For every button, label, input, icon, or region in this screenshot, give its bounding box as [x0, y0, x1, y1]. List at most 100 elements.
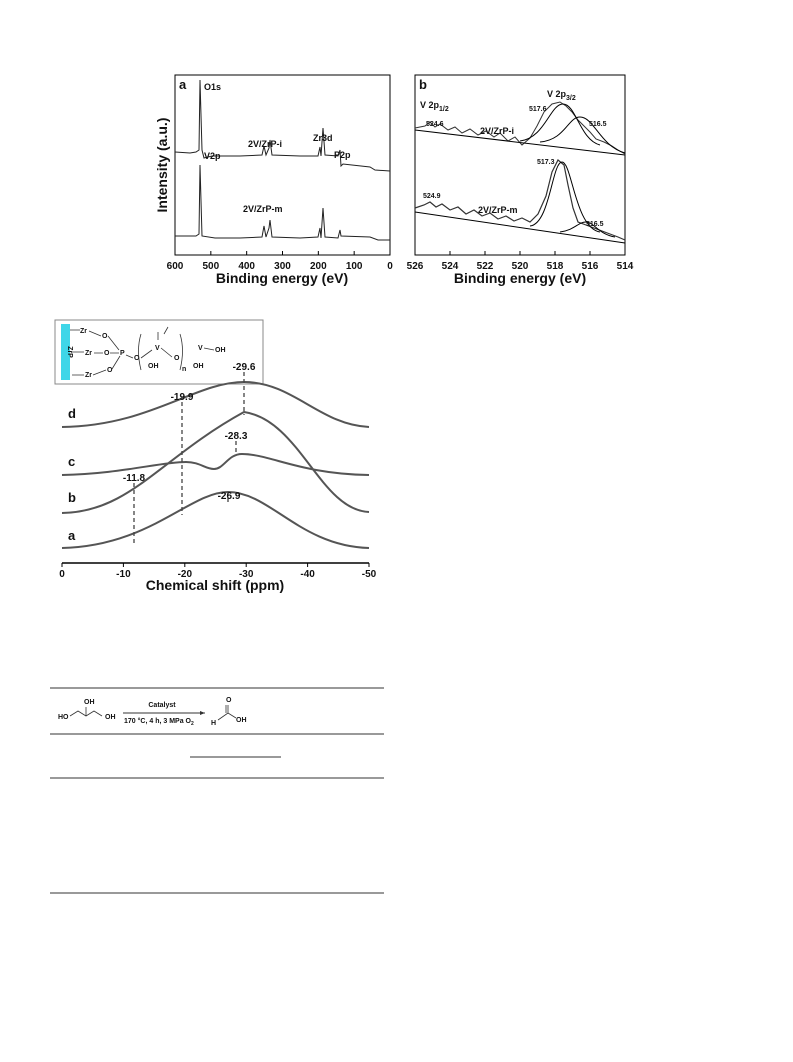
x-tick-label: -40 — [300, 569, 315, 580]
plot-frame — [174, 74, 391, 256]
nmr-curve — [61, 410, 370, 514]
spectrum-line — [414, 101, 626, 155]
peak-label: -19.9 — [171, 392, 194, 403]
x-axis-title: Binding energy (eV) — [454, 270, 586, 286]
scheme-text: OH — [84, 699, 95, 706]
xps-v2p-panel: b Binding energy (eV) V 2p1/2 V 2p3/2 52… — [407, 74, 634, 286]
x-tick-label: 400 — [238, 261, 255, 272]
peak-label: 517.3 — [537, 159, 555, 166]
peak-label: -29.6 — [233, 362, 256, 373]
scheme-text: OH — [236, 717, 247, 724]
x-tick-label: 0 — [59, 569, 65, 580]
inset-label: Zr — [85, 372, 92, 379]
x-tick-label: -50 — [362, 569, 377, 580]
y-axis-title: Intensity (a.u.) — [154, 118, 170, 213]
inset-label: O — [107, 367, 113, 374]
annotation: O1s — [204, 82, 221, 92]
curve-label: a — [68, 528, 76, 543]
x-tick-label: -30 — [239, 569, 254, 580]
annotation: P2p — [334, 150, 351, 160]
annotation-part: V 2p — [420, 100, 440, 110]
annotation: Zr3d — [313, 133, 333, 143]
peak-label: -26.9 — [218, 491, 241, 502]
inset-structure — [70, 326, 215, 376]
table: HO OH OH Catalyst 170 °C, 4 h, 3 MPa O2 … — [50, 687, 384, 894]
peak-marker — [133, 372, 245, 545]
scheme-arrowhead — [200, 711, 205, 715]
x-tick-label: 300 — [274, 261, 291, 272]
annotation: V 2p1/2 — [420, 100, 449, 113]
spectrum-line — [414, 159, 626, 241]
inset-label: V — [155, 345, 160, 352]
scheme-structure — [217, 705, 237, 721]
support-bar — [61, 324, 70, 380]
scheme-text: HO — [58, 714, 69, 721]
curve-label: b — [68, 490, 76, 505]
annotation: 2V/ZrP-i — [480, 126, 514, 136]
scheme-text: O — [226, 697, 232, 704]
x-tick-label: 200 — [310, 261, 327, 272]
peak-label: -28.3 — [225, 431, 248, 442]
inset-label: O — [104, 350, 110, 357]
fit-curve — [529, 161, 601, 233]
scheme-subscript: 2 — [191, 721, 194, 727]
baseline — [414, 211, 626, 244]
fit-curve — [559, 221, 616, 238]
x-tick-label: 516 — [582, 261, 599, 272]
inset-label: O — [102, 333, 108, 340]
fit-curve — [519, 103, 601, 146]
peak-label: -11.8 — [123, 473, 146, 484]
annotation-part: V 2p — [547, 89, 567, 99]
x-tick-label: 0 — [387, 261, 393, 272]
fit-curve — [539, 116, 626, 154]
peak-label: 516.5 — [586, 221, 604, 228]
curve-label: c — [68, 454, 75, 469]
x-axis-title: Binding energy (eV) — [216, 270, 348, 286]
scheme-structure — [69, 707, 103, 717]
scheme-text: H — [211, 720, 216, 727]
baseline — [414, 129, 626, 156]
scheme-text: 170 °C, 4 h, 3 MPa O2 — [124, 717, 194, 727]
x-tick-label: 518 — [547, 261, 564, 272]
x-tick-label: -20 — [178, 569, 193, 580]
spectrum-line — [174, 79, 391, 172]
annotation: 2V/ZrP-i — [248, 139, 282, 149]
annotation: 2V/ZrP-m — [478, 205, 518, 215]
curve-label: d — [68, 406, 76, 421]
inset-label: Zr — [85, 350, 92, 357]
inset-label: V — [198, 345, 203, 352]
x-tick-label: 514 — [617, 261, 634, 272]
x-tick-label: 524 — [442, 261, 459, 272]
nmr-curve — [61, 490, 370, 549]
annotation-subscript: 1/2 — [439, 106, 449, 113]
panel-label: a — [179, 77, 187, 92]
annotation: V 2p3/2 — [547, 89, 576, 102]
x-tick-label: 600 — [167, 261, 184, 272]
inset-label: P — [120, 350, 125, 357]
x-tick-label: -10 — [116, 569, 131, 580]
scheme-text: Catalyst — [148, 702, 176, 709]
inset-frame — [54, 319, 264, 385]
peak-label: 517.6 — [529, 106, 547, 113]
annotation-subscript: 3/2 — [566, 95, 576, 102]
inset-label: OH — [215, 347, 226, 354]
inset-label: Zr — [80, 328, 87, 335]
inset-label: OH — [193, 363, 204, 370]
x-tick-label: 100 — [346, 261, 363, 272]
inset-label: ZrP — [66, 346, 73, 358]
nmr-figure: Chemical shift (ppm) ZrP Zr Zr Zr O O O … — [54, 319, 377, 593]
xps-survey-panel: a Binding energy (eV) Intensity (a.u.) O… — [154, 74, 393, 286]
nmr-curve — [61, 452, 370, 476]
nmr-curve — [61, 380, 370, 428]
scheme-text: OH — [105, 714, 116, 721]
peak-label: 524.6 — [426, 121, 444, 128]
x-tick-label: 522 — [477, 261, 494, 272]
scheme-part: 170 °C, 4 h, 3 MPa O — [124, 717, 192, 725]
x-tick-label: 500 — [202, 261, 219, 272]
annotation: V2p — [204, 151, 221, 161]
peak-label: 524.9 — [423, 193, 441, 200]
x-axis-title: Chemical shift (ppm) — [146, 577, 284, 593]
annotation: 2V/ZrP-m — [243, 204, 283, 214]
